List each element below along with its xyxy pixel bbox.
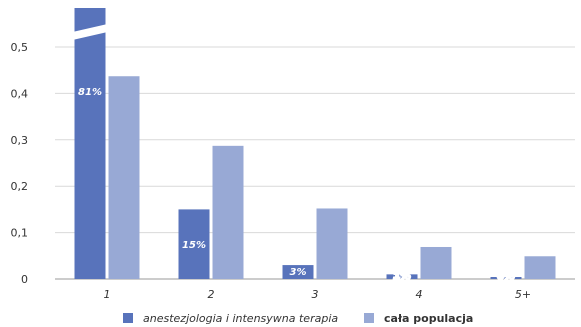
bars bbox=[72, 8, 556, 280]
x-tick-label-2: 2 bbox=[208, 288, 215, 301]
bar-series-1-5+ bbox=[490, 277, 522, 279]
bar-series-2-2 bbox=[212, 145, 244, 279]
bar-series-2-4 bbox=[420, 246, 452, 279]
legend: anestezjologia i intensywna terapia cała… bbox=[123, 312, 473, 325]
x-axis: 1 2 3 4 5+ bbox=[104, 288, 532, 301]
y-tick-label-2: 0,2 bbox=[11, 180, 29, 193]
data-label-series-1-2: 15% bbox=[182, 240, 206, 251]
x-tick-label-3: 3 bbox=[312, 288, 319, 301]
y-tick-label-5: 0,5 bbox=[11, 41, 29, 54]
x-tick-label-4: 4 bbox=[416, 288, 423, 301]
legend-swatch-series-2 bbox=[364, 313, 374, 323]
data-label-series-1-1: 81% bbox=[78, 87, 102, 98]
bar-series-1-3 bbox=[282, 265, 314, 279]
bar-series-2-3 bbox=[316, 208, 348, 279]
y-tick-label-3: 0,3 bbox=[11, 134, 29, 147]
legend-label-series-1: anestezjologia i intensywna terapia bbox=[143, 312, 338, 325]
bar-series-1-4 bbox=[386, 274, 418, 279]
y-tick-label-0: 0 bbox=[21, 273, 28, 286]
x-tick-label-5+: 5+ bbox=[515, 288, 531, 301]
axis-break-mark bbox=[72, 24, 108, 40]
gridlines bbox=[55, 46, 575, 280]
legend-swatch-series-1 bbox=[123, 313, 133, 323]
bar-series-1-1 bbox=[74, 8, 106, 279]
bar-series-2-5+ bbox=[524, 256, 556, 279]
data-labels: 81% 15% 3% 1% 0% bbox=[78, 87, 516, 283]
bar-series-2-1 bbox=[108, 76, 140, 280]
y-tick-label-1: 0,1 bbox=[11, 227, 29, 240]
bar-series-1-2 bbox=[178, 209, 210, 279]
y-tick-label-4: 0,4 bbox=[11, 87, 29, 100]
y-axis: 0 0,1 0,2 0,3 0,4 0,5 bbox=[11, 41, 29, 286]
data-label-series-1-5+: 0% bbox=[498, 271, 515, 282]
data-label-series-1-3: 3% bbox=[290, 267, 307, 278]
data-label-series-1-4: 1% bbox=[394, 271, 411, 282]
legend-label-series-2: cała populacja bbox=[384, 312, 473, 325]
x-tick-label-1: 1 bbox=[104, 288, 111, 301]
